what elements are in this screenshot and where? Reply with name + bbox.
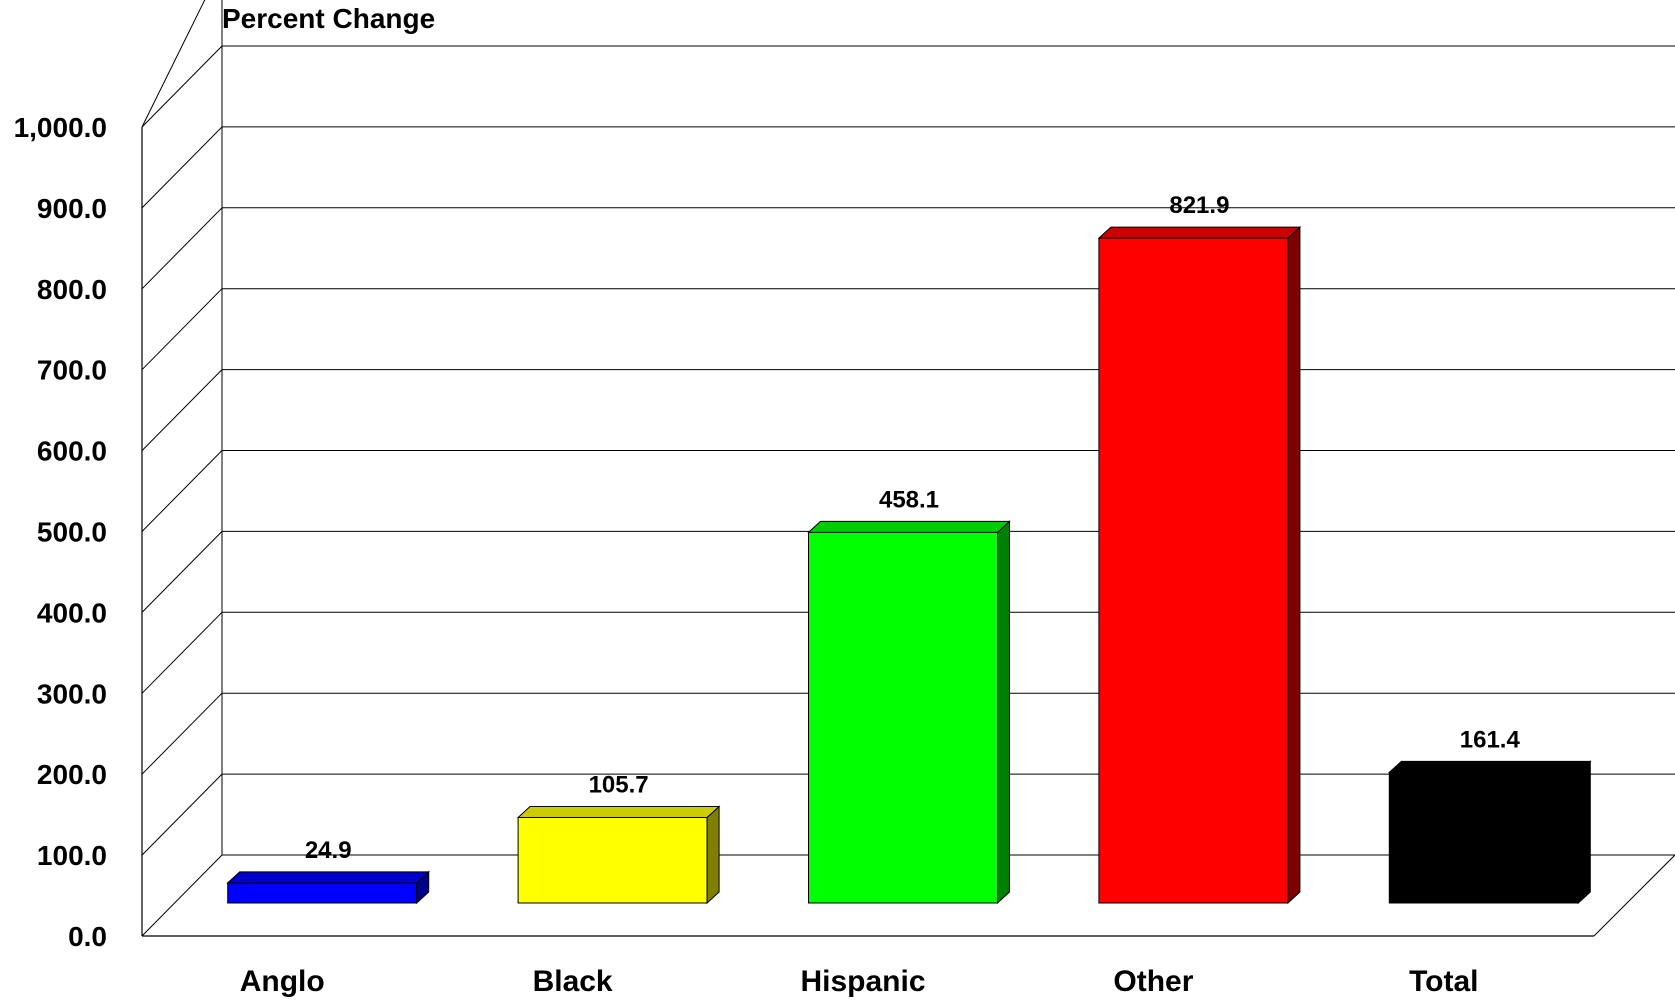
x-tick-label: Hispanic <box>800 965 925 998</box>
x-tick-label: Total <box>1409 965 1478 998</box>
y-tick-label: 100.0 <box>37 840 107 871</box>
y-tick-label: 600.0 <box>37 436 107 467</box>
gridline-diagonal <box>142 451 222 532</box>
data-label: 24.9 <box>305 837 352 864</box>
y-tick-label: 0.0 <box>68 921 107 952</box>
y-tick-label: 900.0 <box>37 193 107 224</box>
y-tick-label: 500.0 <box>37 517 107 548</box>
bars <box>228 227 1591 903</box>
y-tick-label: 400.0 <box>37 597 107 628</box>
bar-front <box>228 883 417 903</box>
gridline-diagonal <box>142 693 222 774</box>
bar-top <box>809 521 1010 532</box>
data-label: 821.9 <box>1169 192 1229 219</box>
bar-front <box>518 817 707 903</box>
bar-black <box>518 806 719 903</box>
wall-top-edge <box>142 0 222 127</box>
gridline-diagonal <box>142 531 222 612</box>
bar-side <box>1288 227 1300 903</box>
bar-side <box>1578 761 1590 903</box>
gridline-diagonal <box>142 774 222 855</box>
gridline-diagonal <box>142 208 222 289</box>
bar-front <box>809 532 998 903</box>
y-tick-label: 300.0 <box>37 678 107 709</box>
gridline-diagonal <box>142 370 222 451</box>
x-axis-ticks: Anglo Black Hispanic Other Total <box>240 965 1479 998</box>
y-tick-label: 200.0 <box>37 759 107 790</box>
data-label: 105.7 <box>589 771 649 798</box>
bar-total <box>1389 761 1590 903</box>
data-label: 161.4 <box>1460 726 1521 753</box>
data-label: 458.1 <box>879 486 939 513</box>
bar-front <box>1389 772 1578 903</box>
gridline-diagonal <box>142 289 222 370</box>
x-tick-label: Other <box>1113 965 1193 998</box>
y-axis-ticks: 0.0 100.0 200.0 300.0 400.0 500.0 600.0 700.0 80… <box>14 112 107 952</box>
bar-top <box>1099 227 1300 238</box>
y-tick-label: 700.0 <box>37 355 107 386</box>
gridline-diagonal <box>142 46 222 127</box>
y-tick-label: 1,000.0 <box>14 112 107 143</box>
bar-top <box>518 806 719 817</box>
gridline-diagonal <box>142 127 222 208</box>
gridline-diagonal <box>142 612 222 693</box>
x-tick-label: Anglo <box>240 965 325 998</box>
floor-right-edge <box>1594 855 1675 936</box>
chart-title: Percent Change <box>222 3 435 34</box>
x-tick-label: Black <box>533 965 613 998</box>
gridline-diagonal <box>142 855 222 936</box>
bar-hispanic <box>809 521 1010 903</box>
bar-side <box>707 806 719 903</box>
bar-top <box>1389 761 1590 772</box>
bar-other <box>1099 227 1300 903</box>
y-tick-label: 800.0 <box>37 274 107 305</box>
bar-top <box>228 872 429 883</box>
bar-side <box>998 521 1010 903</box>
bar-anglo <box>228 872 429 903</box>
bar-front <box>1099 238 1288 903</box>
